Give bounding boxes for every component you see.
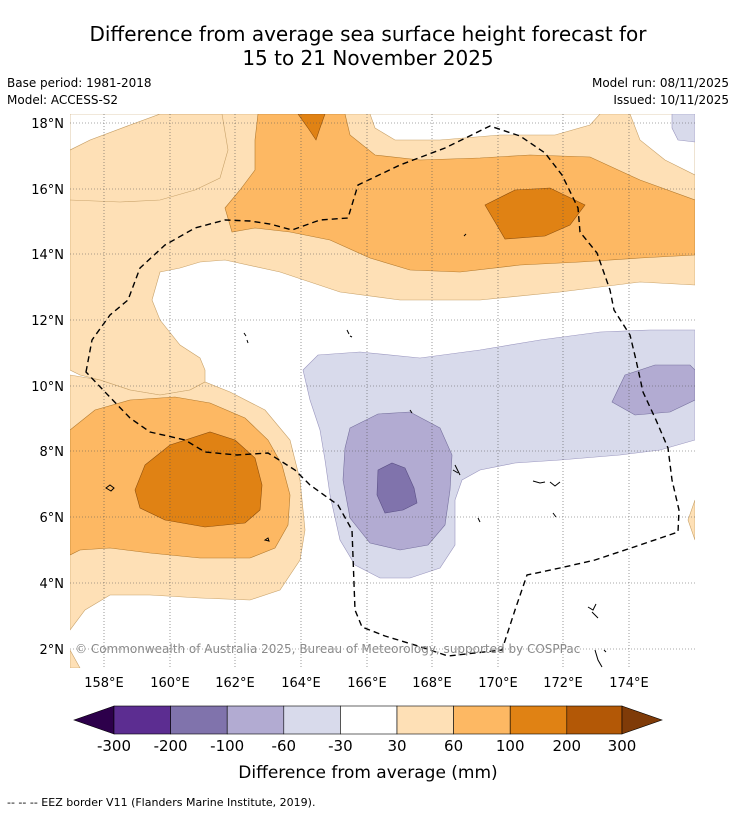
colorbar-ticks: -300 -200 -100 -60 -30 30 60 100 200 300: [97, 737, 636, 755]
contour-fields: [70, 114, 695, 668]
colorbar-segment: [340, 705, 398, 735]
island-outlines: [105, 233, 607, 668]
contour-neg30-neg60-corner: [671, 114, 695, 143]
title-line-2: 15 to 21 November 2025: [242, 46, 494, 70]
model-run: Model run: 08/11/2025: [591, 76, 729, 90]
lon-label: 174°E: [609, 676, 649, 691]
run-info-right: Model run: 08/11/2025 Issued: 10/11/2025: [592, 75, 729, 109]
contour-100-200-south: [134, 431, 263, 528]
contour-30-60-corner: [70, 649, 81, 668]
colorbar-segment: [226, 705, 285, 735]
colorbar-tick: -60: [272, 737, 297, 755]
contour-100-200-top: [297, 114, 326, 141]
model-name: Model: ACCESS-S2: [7, 93, 119, 107]
lon-label: 160°E: [150, 676, 190, 691]
run-info-left: Base period: 1981-2018 Model: ACCESS-S2: [7, 75, 152, 109]
colorbar: [73, 705, 663, 735]
lat-label: 2°N: [40, 643, 65, 658]
lat-label: 12°N: [31, 314, 64, 329]
lat-label: 6°N: [40, 511, 65, 526]
colorbar-label: Difference from average (mm): [238, 763, 497, 783]
contour-neg60-neg100-east: [611, 364, 695, 416]
lat-label: 18°N: [31, 117, 64, 132]
lon-label: 172°E: [543, 676, 583, 691]
colorbar-min-arrow: [73, 705, 115, 735]
colorbar-tick: 100: [496, 737, 525, 755]
lon-label: 158°E: [84, 676, 124, 691]
lon-label: 168°E: [412, 676, 452, 691]
lat-label: 4°N: [40, 577, 65, 592]
lat-label: 10°N: [31, 380, 64, 395]
colorbar-segment: [170, 705, 228, 735]
map-title: Difference from average sea surface heig…: [0, 22, 736, 70]
lat-axis: 18°N 16°N 14°N 12°N 10°N 8°N 6°N 4°N 2°N: [31, 117, 64, 658]
lon-label: 166°E: [347, 676, 387, 691]
colorbar-segment: [566, 705, 623, 735]
lat-label: 8°N: [40, 445, 65, 460]
colorbar-tick: 300: [608, 737, 637, 755]
colorbar-tick: 60: [444, 737, 463, 755]
colorbar-tick: -30: [328, 737, 353, 755]
lat-label: 16°N: [31, 183, 64, 198]
issued-date: Issued: 10/11/2025: [613, 93, 729, 107]
lon-label: 162°E: [215, 676, 255, 691]
contour-60-100-north: [224, 114, 695, 273]
colorbar-segment: [396, 705, 454, 735]
colorbar-tick: -300: [97, 737, 131, 755]
lon-axis: 158°E 160°E 162°E 164°E 166°E 168°E 170°…: [84, 676, 649, 691]
contour-neutral-top: [369, 114, 601, 141]
gridlines: [70, 114, 695, 668]
colorbar-max-arrow: [621, 705, 663, 735]
contour-100-200-north: [484, 187, 586, 240]
lat-label: 14°N: [31, 248, 64, 263]
colorbar-tick: 30: [387, 737, 406, 755]
colorbar-segment: [453, 705, 511, 735]
contour-30-60-east-edge: [687, 499, 695, 541]
base-period: Base period: 1981-2018: [7, 76, 152, 90]
eez-border: [85, 125, 680, 657]
colorbar-segment: [283, 705, 341, 735]
colorbar-segment: [509, 705, 568, 735]
title-line-1: Difference from average sea surface heig…: [89, 22, 647, 46]
eez-legend: -- -- -- EEZ border V11 (Flanders Marine…: [7, 796, 316, 809]
copyright-notice: © Commonwealth of Australia 2025, Bureau…: [75, 642, 580, 656]
colorbar-tick: 200: [552, 737, 581, 755]
lon-label: 164°E: [281, 676, 321, 691]
colorbar-tick: -200: [154, 737, 188, 755]
contour-neg100-neg200: [376, 462, 418, 514]
colorbar-segment: [113, 705, 171, 735]
colorbar-tick: -100: [210, 737, 244, 755]
lon-label: 170°E: [478, 676, 518, 691]
